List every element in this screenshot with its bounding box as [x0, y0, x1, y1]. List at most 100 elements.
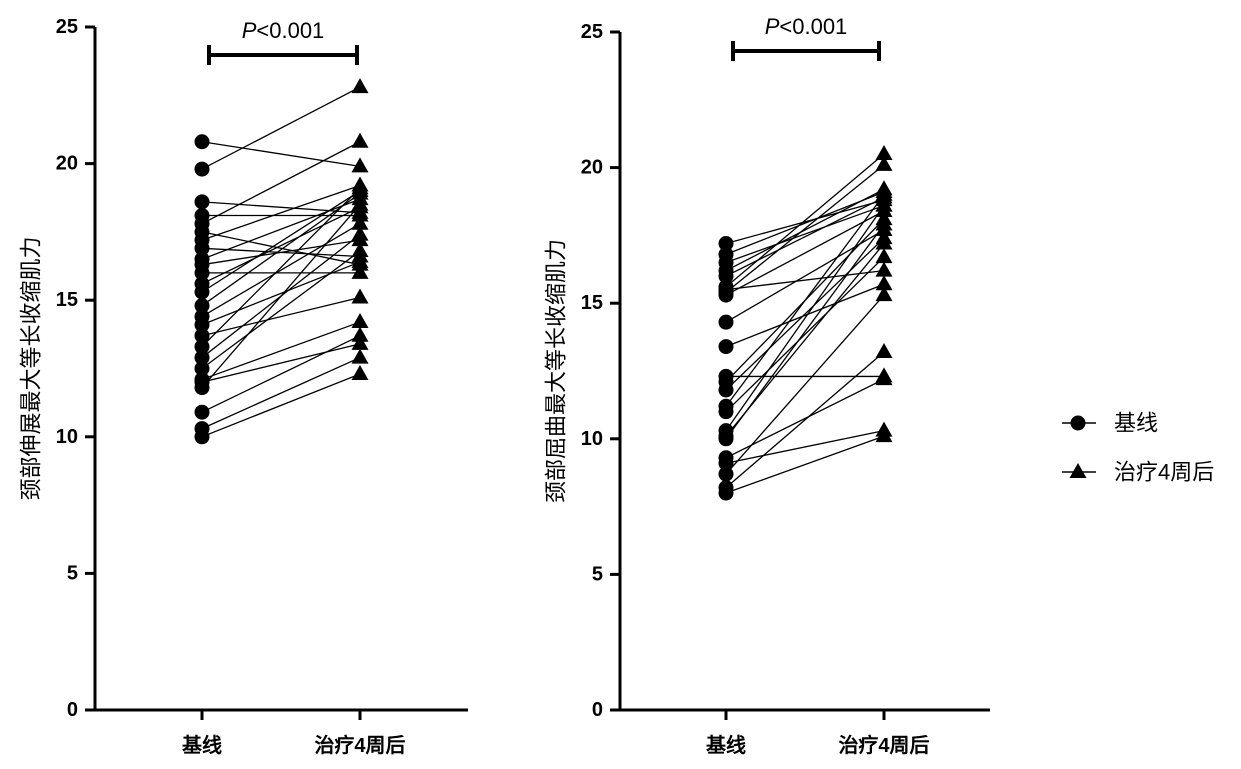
legend: 基线 治疗4周后 — [1062, 411, 1214, 485]
pair-line — [725, 199, 885, 245]
post-treatment-point — [351, 334, 369, 350]
pair-line — [201, 86, 361, 170]
post-treatment-point — [351, 132, 369, 148]
baseline-point — [194, 134, 210, 150]
baseline-point — [194, 265, 210, 281]
pair-line — [725, 205, 885, 432]
y-tick-label: 25 — [56, 16, 78, 38]
pair-line — [725, 283, 885, 348]
pair-line — [201, 223, 361, 318]
pair-line — [201, 193, 361, 307]
baseline-point — [194, 298, 210, 314]
pair-line — [201, 343, 361, 383]
pair-line — [201, 356, 361, 430]
baseline-point — [718, 314, 734, 330]
y-tick-label: 20 — [56, 153, 78, 175]
pair-line — [201, 190, 361, 293]
pair-line — [725, 164, 885, 293]
post-treatment-point — [875, 370, 893, 386]
x-category-label: 基线 — [706, 733, 746, 757]
post-treatment-point — [351, 195, 369, 211]
legend-triangle-marker — [1069, 463, 1087, 478]
pair-lines — [201, 86, 361, 438]
pair-line — [725, 153, 885, 288]
baseline-point — [194, 361, 210, 376]
pair-line — [725, 435, 885, 494]
post-treatment-point — [875, 185, 893, 201]
baseline-point — [194, 350, 210, 366]
y-axis-label: 颈部屈曲最大等长收缩肌力 — [544, 239, 569, 503]
post-treatment-point — [351, 206, 369, 222]
baseline-point — [194, 404, 210, 420]
data-markers — [194, 78, 369, 445]
pair-line — [201, 206, 361, 285]
pair-line — [201, 187, 361, 348]
p-value-label: P<0.001 — [242, 18, 325, 43]
pair-line — [725, 196, 885, 277]
post-treatment-point — [351, 157, 369, 173]
pair-line — [725, 210, 885, 296]
baseline-point — [718, 404, 734, 420]
baseline-point — [718, 268, 734, 284]
post-treatment-point — [351, 214, 369, 230]
p-value-threshold: <0.001 — [779, 14, 847, 39]
x-category-label: 治疗4周后 — [314, 733, 405, 757]
y-tick-label: 5 — [67, 562, 78, 584]
pair-line — [725, 204, 885, 264]
baseline-point — [718, 466, 734, 482]
chart-neck-flexion: 0 5 10 15 20 25 基线 治疗4周后 颈部屈曲最大等长收缩肌力 P<0.001 — [544, 14, 990, 757]
post-treatment-point — [875, 196, 893, 212]
pair-lines — [725, 153, 885, 494]
baseline-point — [718, 339, 734, 355]
pair-line — [725, 188, 885, 272]
baseline-point — [718, 382, 734, 398]
baseline-point — [718, 431, 734, 447]
legend-item-after-treatment: 治疗4周后 — [1062, 460, 1214, 485]
post-treatment-point — [351, 364, 369, 380]
post-treatment-point — [875, 261, 893, 277]
legend-label: 基线 — [1114, 411, 1158, 436]
significance-bracket — [731, 41, 881, 61]
y-tick-label: 10 — [581, 428, 603, 450]
y-axis-label: 颈部伸展最大等长收缩肌力 — [19, 236, 44, 500]
pair-line — [725, 237, 885, 391]
post-treatment-point — [351, 242, 369, 258]
pair-line — [201, 321, 361, 381]
baseline-point — [194, 328, 210, 344]
baseline-point — [718, 455, 734, 471]
legend-item-baseline: 基线 — [1062, 411, 1158, 436]
post-treatment-point — [351, 313, 369, 329]
chart-neck-extension: 0 5 10 15 20 25 基线 治疗4周后 颈部伸展最大等长收缩肌力 P<0.001 — [19, 16, 468, 757]
legend-circle-marker — [1070, 415, 1086, 431]
pair-line — [725, 294, 885, 475]
post-treatment-point — [875, 248, 893, 264]
baseline-point — [194, 429, 210, 445]
post-treatment-point — [351, 225, 369, 241]
y-tick-label: 15 — [56, 289, 78, 311]
post-treatment-point — [875, 427, 893, 443]
post-treatment-point — [351, 348, 369, 364]
pair-line — [201, 201, 361, 214]
pair-line — [201, 231, 361, 266]
pair-line — [201, 198, 361, 260]
p-value-label: P<0.001 — [765, 14, 848, 39]
pair-line — [201, 184, 361, 241]
pair-line — [201, 335, 361, 413]
baseline-point — [194, 339, 210, 355]
y-tick-label: 0 — [67, 699, 78, 721]
pair-line — [725, 256, 885, 413]
p-value-symbol: P — [765, 14, 780, 39]
pair-line — [201, 250, 361, 370]
y-tick-label: 15 — [581, 292, 603, 314]
pair-line — [201, 141, 361, 225]
baseline-point — [718, 236, 734, 252]
y-tick-label: 25 — [581, 21, 603, 43]
post-treatment-point — [875, 234, 893, 250]
pair-line — [201, 373, 361, 438]
p-value-threshold: <0.001 — [256, 18, 324, 43]
y-tick-label: 0 — [592, 699, 603, 721]
pair-line — [725, 224, 885, 440]
baseline-point — [718, 485, 734, 501]
baseline-point — [194, 374, 210, 390]
legend-label: 治疗4周后 — [1114, 460, 1214, 485]
